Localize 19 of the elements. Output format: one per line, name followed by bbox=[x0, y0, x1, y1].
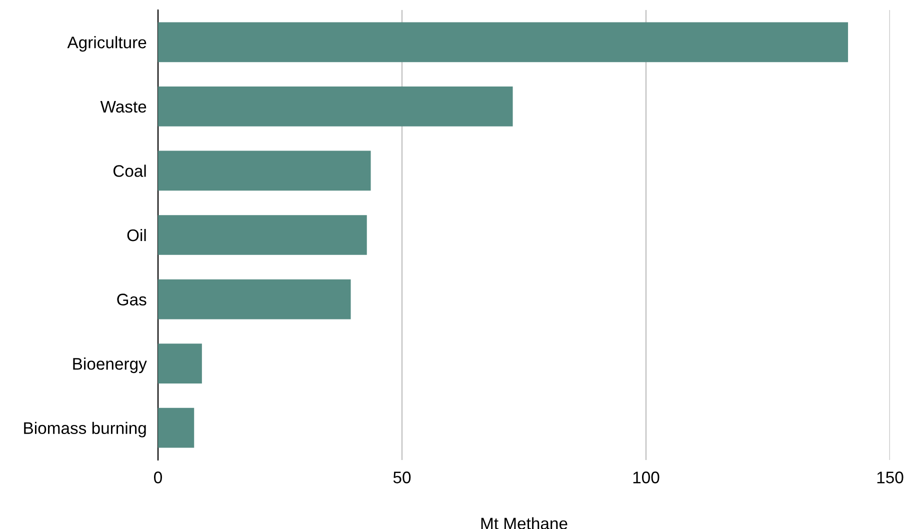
x-tick-label: 0 bbox=[154, 472, 162, 484]
bar bbox=[158, 408, 194, 448]
y-tick-label: Waste bbox=[100, 101, 146, 113]
x-tick-label: 100 bbox=[633, 472, 660, 484]
x-axis-title: Mt Methane bbox=[481, 517, 568, 529]
bar bbox=[158, 279, 351, 320]
x-tick-label: 50 bbox=[393, 472, 411, 484]
bar bbox=[158, 215, 367, 255]
bar bbox=[158, 22, 848, 62]
y-tick-label: Bioenergy bbox=[73, 358, 147, 374]
bar bbox=[158, 150, 371, 191]
y-tick-label: Biomass burning bbox=[24, 422, 146, 438]
y-tick-label: Oil bbox=[127, 228, 146, 242]
y-tick-label: Coal bbox=[113, 164, 146, 177]
y-tick-label: Gas bbox=[117, 294, 146, 306]
x-tick-label: 150 bbox=[877, 472, 904, 484]
bar bbox=[158, 344, 202, 384]
bar bbox=[158, 86, 513, 126]
y-tick-label: Agriculture bbox=[67, 36, 146, 52]
